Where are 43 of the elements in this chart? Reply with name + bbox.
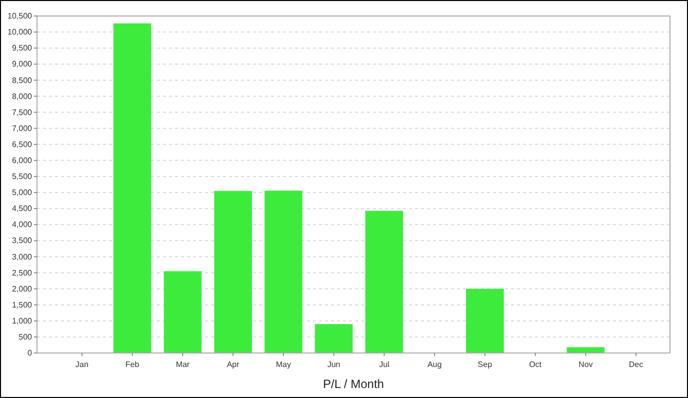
y-tick-label: 3,500 (12, 236, 33, 246)
x-axis-title: P/L / Month (323, 377, 384, 391)
y-tick-label: 7,500 (12, 108, 33, 117)
bar (365, 210, 404, 353)
x-tick-label: Sep (478, 360, 493, 369)
y-tick-label: 6,500 (12, 140, 33, 149)
y-tick-label: 2,000 (12, 284, 33, 294)
bar (566, 347, 605, 353)
x-tick-label: Feb (125, 360, 140, 369)
y-tick-label: 9,000 (12, 60, 33, 69)
y-tick-label: 3,000 (12, 252, 33, 262)
bar (214, 190, 252, 353)
x-tick-label: Jul (379, 360, 390, 369)
x-tick-label: Jun (327, 360, 340, 369)
y-tick-label: 500 (18, 332, 33, 342)
bar (113, 23, 152, 353)
y-tick-label: 10,000 (8, 28, 33, 37)
x-tick-label: Nov (578, 360, 593, 369)
x-tick-label: Mar (176, 360, 190, 369)
x-tick-label: Apr (226, 360, 240, 369)
y-tick-label: 10,500 (8, 12, 33, 21)
y-tick-label: 4,000 (12, 220, 33, 230)
y-tick-label: 5,500 (12, 172, 33, 182)
y-tick-label: 9,500 (12, 44, 33, 53)
x-tick-label: May (276, 360, 292, 369)
bar (314, 324, 353, 353)
y-tick-label: 1,000 (12, 316, 33, 326)
bar (466, 288, 504, 353)
x-tick-label: Jan (76, 360, 88, 369)
bar (264, 190, 302, 353)
y-tick-label: 7,000 (12, 124, 33, 133)
y-tick-label: 8,000 (12, 92, 33, 101)
y-tick-label: 0 (28, 348, 33, 358)
bar (164, 271, 202, 353)
x-tick-label: Dec (628, 360, 644, 369)
y-tick-label: 6,000 (12, 156, 33, 165)
y-tick-label: 1,500 (12, 300, 33, 310)
y-tick-label: 2,500 (12, 268, 33, 278)
y-tick-label: 4,500 (12, 204, 33, 214)
x-tick-label: Oct (529, 360, 542, 369)
x-tick-label: Aug (427, 360, 442, 369)
y-tick-label: 8,500 (12, 76, 33, 85)
y-tick-label: 5,000 (12, 188, 33, 198)
